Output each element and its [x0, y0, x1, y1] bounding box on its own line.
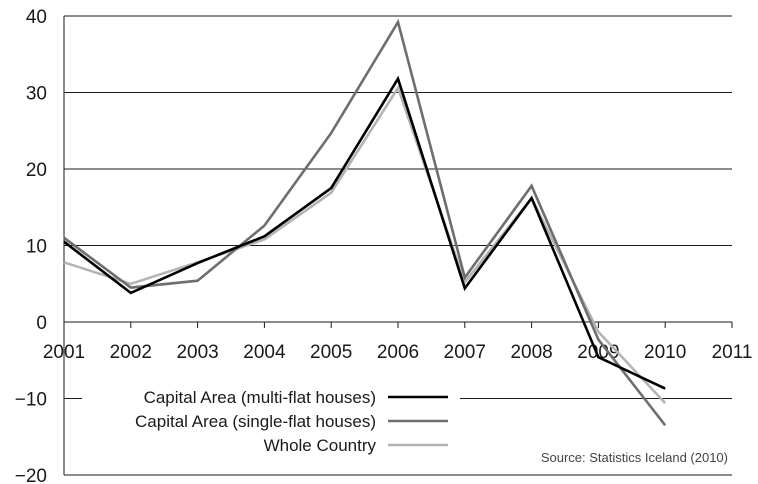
legend-background: [82, 380, 460, 474]
x-tick-label: 2002: [110, 342, 152, 363]
x-tick-label: 2010: [644, 342, 686, 363]
x-tick-label: 2001: [43, 342, 85, 363]
x-tick-label: 2004: [243, 342, 286, 363]
y-tick-label: 0: [36, 313, 47, 334]
series-line: [63, 75, 666, 390]
x-tick-label: 2011: [712, 342, 753, 363]
x-tick-label: 2009: [577, 342, 619, 363]
y-tick-label: 30: [26, 84, 47, 105]
legend-label: Capital Area (single-flat houses): [135, 412, 376, 431]
legend: Capital Area (multi-flat houses) Capital …: [82, 380, 460, 474]
legend-label: Whole Country: [264, 436, 377, 455]
x-tick-labels: 2001 2002 2003 2004 2005 2006 2007 2008 2009 2010…: [43, 342, 753, 363]
y-tick-label: −20: [15, 466, 47, 484]
y-tick-label: 20: [26, 160, 47, 181]
y-tick-labels: 40 30 20 10 0 −10 −20: [15, 7, 47, 484]
y-tick-label: 40: [26, 7, 47, 28]
series-line: [63, 18, 667, 427]
series-lines: [63, 18, 667, 427]
y-tick-label: 10: [26, 237, 47, 258]
source-background: [486, 446, 732, 468]
x-tick-label: 2006: [377, 342, 419, 363]
x-tick-label: 2003: [176, 342, 218, 363]
x-tick-label: 2008: [510, 342, 552, 363]
source-note: Source: Statistics Iceland (2010): [541, 450, 728, 465]
legend-label: Capital Area (multi-flat houses): [144, 388, 376, 407]
axes: [63, 16, 733, 475]
y-tick-label: −10: [15, 390, 47, 411]
x-tick-label: 2005: [310, 342, 352, 363]
x-tick-label: 2007: [444, 342, 486, 363]
